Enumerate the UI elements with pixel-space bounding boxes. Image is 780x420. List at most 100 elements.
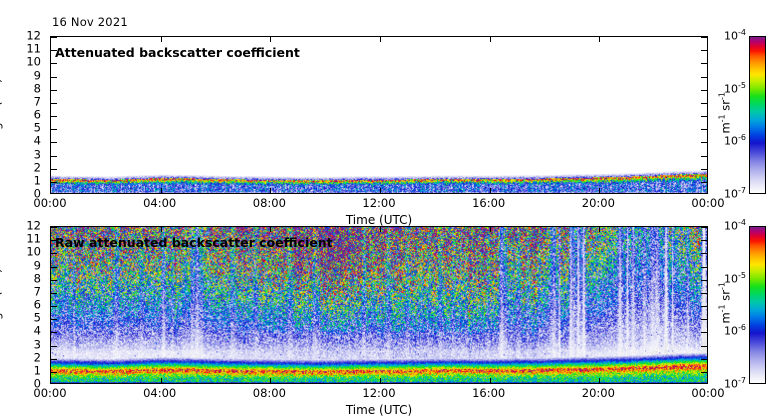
ytick-right-bottom-2 bbox=[701, 358, 707, 360]
colorbar-top-unit: m-1 sr-1 bbox=[717, 91, 733, 134]
xtick-label-top-6: 00:00 bbox=[691, 196, 725, 210]
ytick-label-top-12: 12 bbox=[26, 28, 41, 43]
ytick-right-top-12 bbox=[701, 37, 707, 38]
ytick-top-10 bbox=[51, 63, 57, 65]
xtick-top-1 bbox=[160, 37, 162, 42]
ytick-right-bottom-8 bbox=[701, 279, 707, 281]
ytick-label-bottom-9: 9 bbox=[33, 257, 41, 272]
ytick-bottom-10 bbox=[51, 253, 57, 255]
colorbar-top bbox=[749, 36, 766, 194]
ytick-label-bottom-8: 8 bbox=[33, 270, 41, 285]
panel-top-title: Attenuated backscatter coefficient bbox=[55, 45, 300, 60]
ytick-bottom-7 bbox=[51, 292, 57, 294]
ytick-label-top-1: 1 bbox=[33, 173, 41, 188]
ytick-bottom-9 bbox=[51, 266, 57, 268]
ytick-label-bottom-4: 4 bbox=[33, 323, 41, 338]
xtick-label-top-0: 00:00 bbox=[33, 196, 67, 210]
xtick-label-bottom-0: 00:00 bbox=[33, 386, 67, 400]
xtick-bottom-bottom-4 bbox=[489, 378, 491, 383]
xtick-label-bottom-2: 08:00 bbox=[252, 386, 286, 400]
ytick-label-top-11: 11 bbox=[26, 41, 41, 56]
ytick-top-9 bbox=[51, 76, 57, 78]
xtick-bottom-4 bbox=[489, 227, 491, 232]
ytick-label-top-9: 9 bbox=[33, 67, 41, 82]
ytick-top-7 bbox=[51, 102, 57, 104]
xtick-top-5 bbox=[599, 37, 601, 42]
colorbar-top-tick-0: 10-4 bbox=[724, 27, 746, 43]
ytick-top-2 bbox=[51, 168, 57, 170]
panel-raw-attenuated-backscatter: Raw attenuated backscatter coefficient bbox=[50, 226, 708, 384]
ytick-right-top-3 bbox=[701, 155, 707, 157]
ytick-right-top-5 bbox=[701, 129, 707, 131]
ytick-bottom-5 bbox=[51, 319, 57, 321]
ytick-right-top-10 bbox=[701, 63, 707, 65]
xtick-label-top-4: 16:00 bbox=[472, 196, 506, 210]
ytick-bottom-12 bbox=[51, 227, 57, 228]
ytick-top-3 bbox=[51, 155, 57, 157]
ytick-right-bottom-5 bbox=[701, 319, 707, 321]
xtick-bottom-bottom-5 bbox=[599, 378, 601, 383]
ytick-bottom-1 bbox=[51, 371, 57, 373]
ytick-label-top-4: 4 bbox=[33, 133, 41, 148]
ytick-label-top-10: 10 bbox=[26, 54, 41, 69]
xtick-bottom-top-4 bbox=[489, 188, 491, 193]
colorbar-bottom-unit: m-1 sr-1 bbox=[717, 281, 733, 324]
ytick-bottom-4 bbox=[51, 332, 57, 334]
colorbar-bottom-tick-2: 10-6 bbox=[724, 323, 746, 338]
xlabel-bottom: Time (UTC) bbox=[345, 403, 413, 417]
ytick-right-bottom-9 bbox=[701, 266, 707, 268]
ytick-label-top-0: 0 bbox=[33, 186, 41, 201]
colorbar-bottom bbox=[749, 226, 766, 384]
ytick-top-5 bbox=[51, 129, 57, 131]
ytick-right-top-11 bbox=[701, 50, 707, 52]
date-label: 16 Nov 2021 bbox=[52, 15, 128, 29]
colorbar-top-tick-3: 10-7 bbox=[724, 185, 746, 201]
ytick-right-top-9 bbox=[701, 76, 707, 78]
xtick-bottom-bottom-1 bbox=[160, 378, 162, 383]
ytick-bottom-6 bbox=[51, 306, 57, 307]
xtick-label-bottom-1: 04:00 bbox=[143, 386, 177, 400]
xtick-bottom-top-1 bbox=[160, 188, 162, 193]
ytick-label-bottom-10: 10 bbox=[26, 244, 41, 259]
ylabel-top: Height (km) bbox=[0, 78, 3, 150]
ytick-top-1 bbox=[51, 181, 57, 183]
ytick-label-bottom-0: 0 bbox=[33, 376, 41, 391]
xtick-bottom-5 bbox=[599, 227, 601, 232]
ytick-right-top-8 bbox=[701, 89, 707, 91]
xlabel-top: Time (UTC) bbox=[345, 213, 413, 227]
xtick-bottom-2 bbox=[270, 227, 272, 232]
ytick-top-4 bbox=[51, 142, 57, 144]
xtick-bottom-bottom-3 bbox=[380, 378, 381, 383]
xtick-label-bottom-5: 20:00 bbox=[581, 386, 615, 400]
ytick-label-bottom-11: 11 bbox=[26, 231, 41, 246]
ytick-bottom-2 bbox=[51, 358, 57, 360]
xtick-label-bottom-3: 12:00 bbox=[362, 386, 396, 400]
ytick-label-bottom-3: 3 bbox=[33, 336, 41, 351]
ytick-label-bottom-1: 1 bbox=[33, 363, 41, 378]
panel-bottom-title: Raw attenuated backscatter coefficient bbox=[55, 235, 333, 250]
ytick-top-12 bbox=[51, 37, 57, 38]
ytick-right-bottom-3 bbox=[701, 345, 707, 347]
xtick-label-bottom-4: 16:00 bbox=[472, 386, 506, 400]
xtick-label-bottom-6: 00:00 bbox=[691, 386, 725, 400]
ytick-right-bottom-11 bbox=[701, 240, 707, 242]
ytick-top-11 bbox=[51, 50, 57, 52]
ytick-label-top-6: 6 bbox=[33, 107, 41, 122]
ytick-label-bottom-6: 6 bbox=[33, 297, 41, 312]
ytick-label-bottom-2: 2 bbox=[33, 349, 41, 364]
ytick-right-bottom-12 bbox=[701, 227, 707, 228]
xtick-bottom-1 bbox=[160, 227, 162, 232]
ylabel-bottom: Height (km) bbox=[0, 268, 3, 340]
ytick-label-top-3: 3 bbox=[33, 146, 41, 161]
ytick-right-bottom-10 bbox=[701, 253, 707, 255]
ytick-right-top-2 bbox=[701, 168, 707, 170]
xtick-bottom-top-3 bbox=[380, 188, 381, 193]
ytick-right-top-6 bbox=[701, 116, 707, 117]
ytick-right-bottom-6 bbox=[701, 306, 707, 307]
colorbar-bottom-tick-3: 10-7 bbox=[724, 375, 746, 391]
xtick-top-3 bbox=[380, 37, 381, 42]
ytick-label-bottom-5: 5 bbox=[33, 310, 41, 325]
raw-attenuated-backscatter-heatmap bbox=[51, 227, 707, 383]
xtick-label-top-5: 20:00 bbox=[581, 196, 615, 210]
